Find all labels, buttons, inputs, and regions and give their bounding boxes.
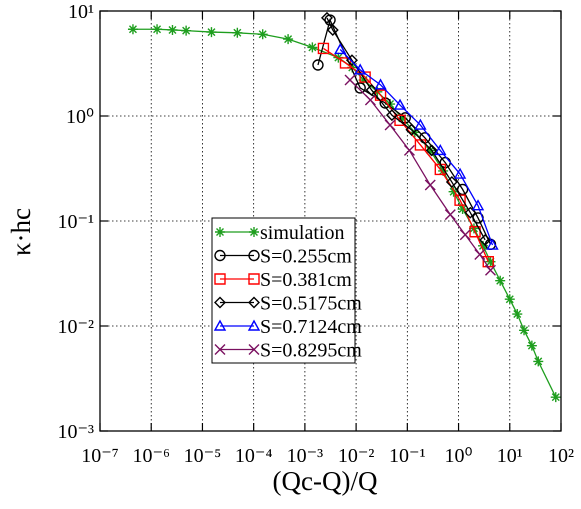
data-point bbox=[393, 98, 407, 110]
data-point bbox=[232, 27, 243, 38]
y-tick-label: 10⁻³ bbox=[57, 421, 94, 443]
data-point bbox=[344, 74, 356, 86]
data-point bbox=[424, 179, 436, 191]
legend-marker bbox=[214, 273, 260, 285]
legend: simulationS=0.255cmS=0.381cmS=0.5175cmS=… bbox=[211, 217, 362, 364]
data-point bbox=[486, 238, 499, 250]
data-point bbox=[533, 356, 544, 367]
data-point bbox=[484, 264, 496, 276]
data-point bbox=[405, 123, 418, 136]
data-point bbox=[453, 167, 467, 179]
data-point bbox=[385, 109, 398, 122]
x-axis-label: (Qc-Q)/Q bbox=[273, 466, 378, 496]
y-tick-label: 10⁻² bbox=[57, 316, 94, 338]
data-point bbox=[379, 97, 391, 109]
x-tick-label: 10⁻⁷ bbox=[81, 445, 119, 467]
x-tick-label: 10² bbox=[548, 445, 574, 467]
data-point bbox=[283, 34, 294, 45]
data-point bbox=[459, 229, 471, 241]
data-point bbox=[485, 256, 496, 267]
data-point bbox=[326, 23, 339, 36]
data-point bbox=[152, 24, 163, 35]
data-point bbox=[384, 119, 396, 131]
legend-marker bbox=[214, 344, 260, 355]
x-tick-label: 10⁻² bbox=[338, 445, 375, 467]
data-point bbox=[317, 42, 330, 55]
data-point bbox=[464, 206, 477, 219]
series-line bbox=[339, 49, 494, 246]
y-tick-label: 10¹ bbox=[68, 1, 94, 23]
data-point bbox=[397, 113, 408, 124]
data-point bbox=[438, 165, 449, 176]
legend-marker bbox=[215, 227, 259, 237]
data-point bbox=[495, 275, 506, 286]
data-point bbox=[354, 82, 366, 94]
y-tick-label: 10⁰ bbox=[66, 106, 94, 128]
data-point bbox=[365, 83, 378, 96]
data-point bbox=[374, 89, 387, 101]
legend-label: simulation bbox=[260, 222, 344, 244]
data-point bbox=[257, 29, 268, 40]
series-line bbox=[326, 17, 486, 241]
data-point bbox=[457, 204, 468, 215]
legend-marker bbox=[213, 319, 261, 331]
data-point bbox=[471, 199, 485, 211]
data-point bbox=[127, 24, 138, 35]
data-point bbox=[414, 118, 427, 130]
data-point bbox=[339, 57, 352, 69]
x-tick-label: 10⁻⁵ bbox=[184, 445, 222, 467]
data-point bbox=[374, 78, 387, 90]
x-tick-label: 10⁻¹ bbox=[389, 445, 426, 467]
data-point bbox=[519, 325, 530, 336]
data-point bbox=[477, 240, 488, 251]
data-point bbox=[307, 42, 318, 53]
data-point bbox=[434, 143, 447, 156]
data-point bbox=[425, 144, 438, 157]
data-point bbox=[320, 11, 333, 24]
data-point bbox=[434, 163, 446, 176]
y-axis-label: κ·hc bbox=[6, 208, 36, 256]
legend-label: S=0.255cm bbox=[260, 246, 352, 268]
data-point bbox=[504, 294, 515, 305]
data-point bbox=[550, 392, 561, 403]
data-point bbox=[181, 25, 192, 36]
legend-label: S=0.7124cm bbox=[260, 316, 362, 338]
legend-label: S=0.5175cm bbox=[260, 293, 362, 315]
data-point bbox=[425, 145, 436, 156]
data-point bbox=[167, 24, 178, 35]
data-point bbox=[479, 233, 492, 246]
data-point bbox=[312, 59, 324, 71]
data-point bbox=[448, 186, 459, 197]
data-point bbox=[469, 226, 481, 238]
legend-label: S=0.8295cm bbox=[260, 340, 362, 362]
legend-marker bbox=[214, 296, 260, 309]
series-layer bbox=[127, 11, 561, 403]
x-tick-label: 10⁻⁴ bbox=[235, 445, 273, 467]
data-point bbox=[445, 176, 458, 189]
data-point bbox=[334, 43, 347, 55]
data-point bbox=[324, 14, 336, 26]
data-point bbox=[364, 94, 376, 106]
data-point bbox=[359, 71, 371, 83]
data-point bbox=[206, 27, 217, 38]
y-tick-label: 10⁻¹ bbox=[57, 211, 94, 233]
data-point bbox=[358, 75, 369, 86]
data-point bbox=[353, 63, 367, 75]
x-tick-label: 10¹ bbox=[497, 445, 523, 467]
data-point bbox=[399, 112, 411, 124]
x-tick-label: 10⁻³ bbox=[287, 445, 324, 467]
data-point bbox=[456, 183, 469, 196]
data-point bbox=[512, 309, 523, 320]
data-point bbox=[526, 340, 537, 351]
data-point bbox=[474, 248, 486, 260]
data-point bbox=[444, 209, 456, 221]
x-tick-label: 10⁰ bbox=[445, 445, 473, 467]
legend-label: S=0.381cm bbox=[260, 269, 352, 291]
legend-box bbox=[211, 217, 356, 364]
data-point bbox=[403, 144, 415, 156]
x-tick-label: 10⁻⁶ bbox=[132, 445, 170, 467]
legend-marker bbox=[214, 249, 260, 262]
